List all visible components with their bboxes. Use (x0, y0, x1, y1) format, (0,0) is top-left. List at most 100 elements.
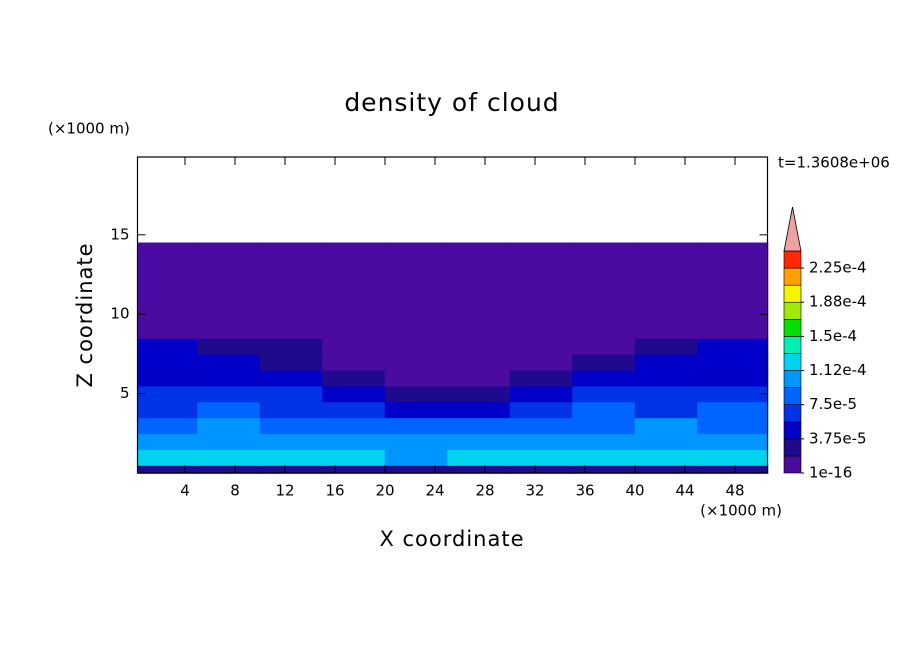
contour-cell (572, 242, 636, 339)
contour-cell (572, 433, 636, 450)
chart-title: density of cloud (344, 88, 559, 117)
colorbar-tick-label: 2.25e-4 (809, 259, 867, 277)
contour-cell (322, 401, 386, 419)
colorbar-tick-label: 1.12e-4 (809, 361, 867, 379)
contour-cell (447, 433, 511, 450)
contour-cell (697, 385, 769, 403)
x-tick-label: 8 (230, 482, 240, 500)
x-tick-label: 44 (675, 482, 694, 500)
contour-cell (697, 353, 769, 371)
contour-cell (384, 337, 449, 355)
contour-cell (509, 448, 574, 466)
colorbar-band (783, 353, 802, 371)
colorbar-band (783, 455, 802, 474)
colorbar-band (783, 319, 802, 337)
contour-cell (259, 353, 324, 371)
contour-cell (197, 433, 261, 450)
colorbar-band (783, 267, 802, 286)
contour-cell (697, 337, 769, 355)
contour-cell (634, 242, 699, 339)
contour-cell (197, 448, 261, 466)
x-tick-label: 36 (575, 482, 594, 500)
contour-cell (572, 464, 636, 474)
contour-cell (572, 337, 636, 355)
y-tick-label: 15 (110, 225, 129, 243)
contour-cell (197, 337, 261, 355)
colorbar-tick-label: 1e-16 (809, 464, 852, 482)
contour-cell (447, 464, 511, 474)
contour-cell (259, 369, 324, 387)
contour-cell (572, 417, 636, 435)
x-tick-label: 12 (275, 482, 294, 500)
contour-cell (697, 417, 769, 435)
contour-cell (137, 464, 199, 474)
contour-cell (572, 385, 636, 403)
contour-cell (447, 353, 511, 371)
y-tick-label: 5 (120, 384, 130, 402)
contour-cell (384, 242, 449, 339)
contour-cell (322, 417, 386, 435)
contour-cell (322, 353, 386, 371)
contour-cell (137, 385, 199, 403)
contour-cell (384, 401, 449, 419)
colorbar-tick-label: 3.75e-5 (809, 429, 867, 447)
x-tick-label: 24 (425, 482, 444, 500)
contour-cell (322, 337, 386, 355)
contour-cell (509, 401, 574, 419)
colorbar-band (783, 404, 802, 423)
contour-cell (137, 337, 199, 355)
contour-cell (509, 353, 574, 371)
contour-cell (197, 401, 261, 419)
contour-cell (197, 464, 261, 474)
colorbar-band (783, 421, 802, 440)
contour-cell (259, 448, 324, 466)
contour-cell (259, 417, 324, 435)
colorbar-tick-label: 1.5e-4 (809, 327, 857, 345)
y-unit: (×1000 m) (48, 120, 130, 138)
contour-cell (697, 401, 769, 419)
plot-frame (136, 156, 769, 474)
contour-cell (447, 337, 511, 355)
contour-cell (697, 433, 769, 450)
y-tick-label: 10 (110, 305, 129, 323)
contour-cell (572, 369, 636, 387)
contour-cell (634, 337, 699, 355)
contour-cell (197, 353, 261, 371)
contour-cell (322, 464, 386, 474)
contour-cell (384, 433, 449, 450)
contour-cell (509, 385, 574, 403)
contour-cell (137, 433, 199, 450)
time-label: t=1.3608e+06 (778, 154, 890, 172)
contour-cell (137, 242, 199, 339)
colorbar-band (783, 284, 802, 303)
contour-cell (509, 242, 574, 339)
contour-cell (259, 433, 324, 450)
contour-cell (697, 448, 769, 466)
contour-cell (634, 353, 699, 371)
contour-cell (384, 464, 449, 474)
colorbar-band (783, 370, 802, 388)
contour-cell (447, 369, 511, 387)
contour-cell (137, 353, 199, 371)
contour-cell (259, 464, 324, 474)
contour-cell (384, 417, 449, 435)
colorbar-band (783, 336, 802, 354)
colorbar-tick-label: 1.88e-4 (809, 293, 867, 311)
contour-cell (447, 417, 511, 435)
contour-cell (572, 353, 636, 371)
contour-cell (322, 369, 386, 387)
x-unit: (×1000 m) (700, 502, 782, 520)
contour-cell (697, 369, 769, 387)
contour-cell (137, 369, 199, 387)
contour-cell (447, 242, 511, 339)
contour-cell (634, 433, 699, 450)
contour-cell (509, 417, 574, 435)
colorbar-band (783, 250, 802, 269)
contour-cell (509, 433, 574, 450)
contour-cell (634, 401, 699, 419)
contour-cell (447, 385, 511, 403)
contour-cell (322, 433, 386, 450)
x-tick-label: 28 (475, 482, 494, 500)
contour-cell (259, 337, 324, 355)
